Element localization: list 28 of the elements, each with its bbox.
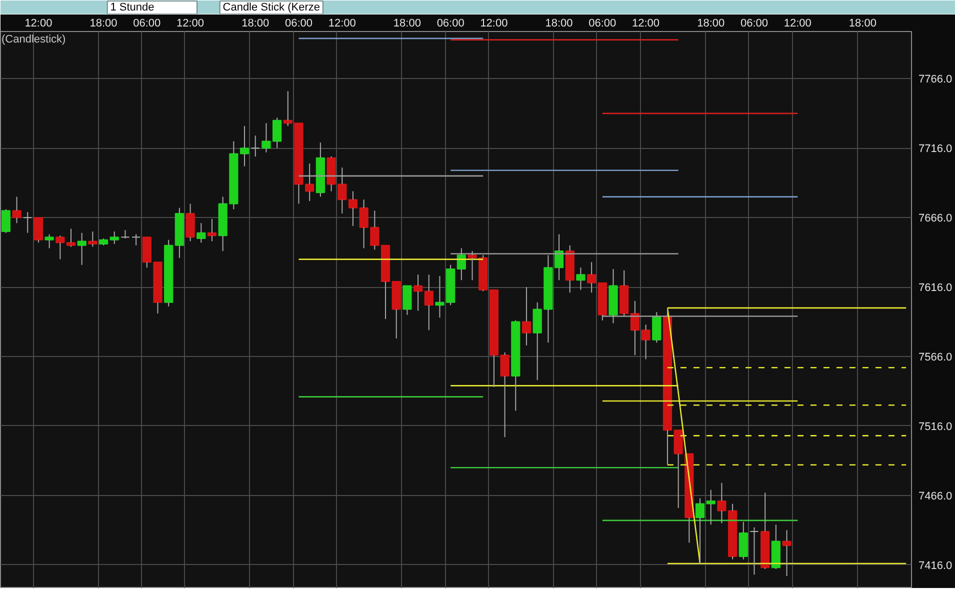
x-tick-label: 12:00 bbox=[24, 18, 52, 30]
x-tick-label: 06:00 bbox=[436, 18, 464, 30]
x-tick-label: 18:00 bbox=[848, 18, 876, 30]
x-tick-label: 12:00 bbox=[176, 18, 204, 30]
x-tick-label: 06:00 bbox=[740, 18, 768, 30]
y-tick-label: 7666.0 bbox=[918, 212, 952, 225]
text: 1 Stunde bbox=[110, 2, 154, 14]
y-tick-label: 7716.0 bbox=[918, 143, 952, 156]
x-tick-label: 12:00 bbox=[480, 18, 508, 30]
x-tick-label: 18:00 bbox=[545, 18, 573, 30]
x-tick-label: 18:00 bbox=[697, 18, 725, 30]
x-tick-label: 18:00 bbox=[90, 18, 118, 30]
x-tick-label: 06:00 bbox=[284, 18, 313, 30]
x-tick-label: 18:00 bbox=[242, 18, 270, 30]
x-tick-label: 12:00 bbox=[632, 18, 660, 30]
x-tick-label: 18:00 bbox=[393, 18, 421, 30]
y-tick-label: 7766.0 bbox=[918, 74, 952, 86]
x-tick-label: 12:00 bbox=[784, 18, 812, 30]
chart-title: (Candlestick) bbox=[2, 34, 66, 46]
y-tick-label: 7466.0 bbox=[918, 490, 952, 502]
text: Candle Stick (Kerze bbox=[222, 2, 320, 14]
y-tick-label: 7566.0 bbox=[918, 352, 952, 364]
y-tick-label: 7516.0 bbox=[918, 420, 952, 433]
x-tick-label: 06:00 bbox=[588, 18, 616, 30]
x-tick-label: 06:00 bbox=[133, 18, 161, 30]
y-tick-label: 7416.0 bbox=[918, 560, 952, 572]
x-tick-label: 12:00 bbox=[328, 18, 356, 30]
y-tick-label: 7616.0 bbox=[918, 282, 952, 294]
